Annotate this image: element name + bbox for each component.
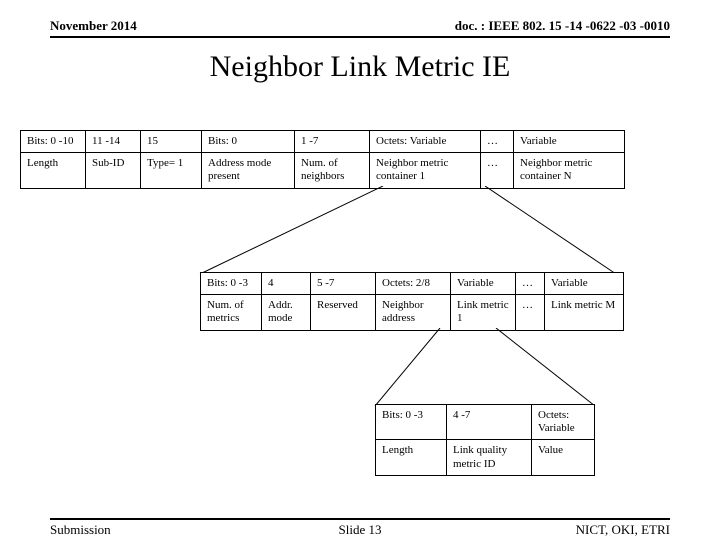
t1-r2-c2: Type= 1 [141, 153, 202, 188]
t1-r1-c4: 1 -7 [295, 131, 370, 153]
t2-r2-c2: Reserved [311, 295, 376, 330]
connector-2-3 [0, 328, 720, 408]
connector-1-2 [0, 186, 720, 276]
t3-r1-c2: Octets: Variable [532, 405, 595, 440]
t1-r1-c0: Bits: 0 -10 [21, 131, 86, 153]
t3-r1-c0: Bits: 0 -3 [376, 405, 447, 440]
t2-r2-c5: … [516, 295, 545, 330]
t1-r1-c1: 11 -14 [86, 131, 141, 153]
t2-r1-c5: … [516, 273, 545, 295]
t1-r2-c5: Neighbor metric container 1 [370, 153, 481, 188]
t2-r2-c6: Link metric M [545, 295, 624, 330]
table-link-metric: Bits: 0 -3 4 -7 Octets: Variable Length … [375, 404, 595, 476]
t2-r1-c3: Octets: 2/8 [376, 273, 451, 295]
t1-r1-c3: Bits: 0 [202, 131, 295, 153]
t2-r1-c2: 5 -7 [311, 273, 376, 295]
t1-r2-c6: … [481, 153, 514, 188]
t2-r1-c1: 4 [262, 273, 311, 295]
t1-r1-c6: … [481, 131, 514, 153]
t3-r1-c1: 4 -7 [447, 405, 532, 440]
header-doc: doc. : IEEE 802. 15 -14 -0622 -03 -0010 [455, 18, 670, 34]
t3-r2-c2: Value [532, 440, 595, 475]
t1-r2-c1: Sub-ID [86, 153, 141, 188]
page-title: Neighbor Link Metric IE [0, 50, 720, 84]
t2-r2-c0: Num. of metrics [201, 295, 262, 330]
t2-r1-c0: Bits: 0 -3 [201, 273, 262, 295]
t1-r2-c7: Neighbor metric container N [514, 153, 625, 188]
page-header: November 2014 doc. : IEEE 802. 15 -14 -0… [50, 18, 670, 38]
footer-right: NICT, OKI, ETRI [576, 522, 670, 538]
t2-r1-c6: Variable [545, 273, 624, 295]
page-footer: Submission Slide 13 NICT, OKI, ETRI [50, 518, 670, 522]
table-neighbor-metric-container: Bits: 0 -3 4 5 -7 Octets: 2/8 Variable …… [200, 272, 624, 331]
t1-r1-c5: Octets: Variable [370, 131, 481, 153]
t2-r2-c3: Neighbor address [376, 295, 451, 330]
t1-r2-c4: Num. of neighbors [295, 153, 370, 188]
t2-r2-c4: Link metric 1 [451, 295, 516, 330]
t1-r1-c7: Variable [514, 131, 625, 153]
t2-r1-c4: Variable [451, 273, 516, 295]
t1-r2-c0: Length [21, 153, 86, 188]
t2-r2-c1: Addr. mode [262, 295, 311, 330]
t1-r2-c3: Address mode present [202, 153, 295, 188]
table-neighbor-link-metric-ie: Bits: 0 -10 11 -14 15 Bits: 0 1 -7 Octet… [20, 130, 625, 189]
header-date: November 2014 [50, 18, 137, 34]
t3-r2-c0: Length [376, 440, 447, 475]
t3-r2-c1: Link quality metric ID [447, 440, 532, 475]
t1-r1-c2: 15 [141, 131, 202, 153]
